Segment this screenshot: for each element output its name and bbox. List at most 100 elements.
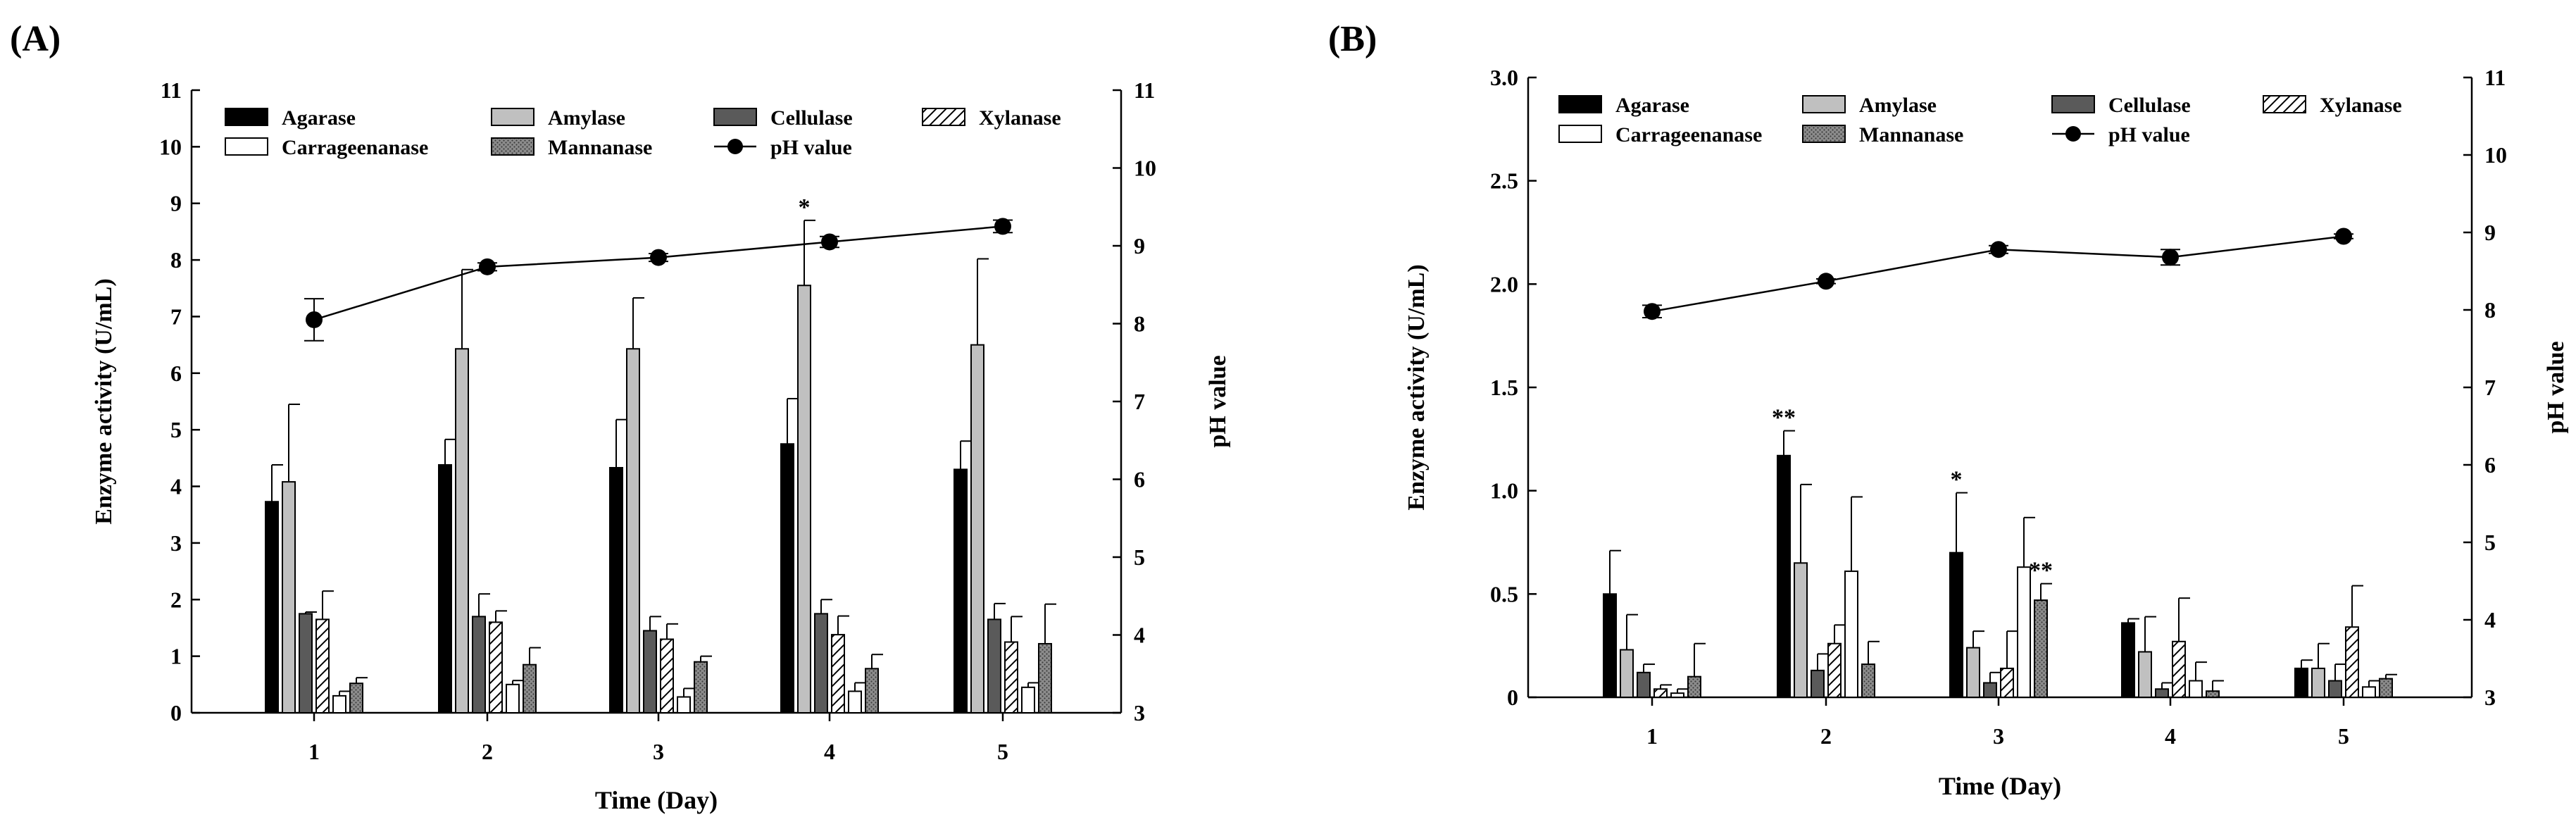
bar-mannanase (349, 682, 363, 714)
x-tick-label: 2 (482, 739, 493, 764)
bar-xylanase (660, 638, 674, 714)
y2-tick-label: 9 (1134, 233, 1145, 258)
ph-point (2335, 227, 2352, 245)
legend-label-carrageenanase: Carrageenanase (1615, 123, 1762, 147)
x-axis-label: Time (Day) (1939, 772, 2061, 800)
legend-swatch-carrageenanase (225, 137, 268, 156)
y2-tick-label: 6 (1134, 467, 1145, 492)
bar-cellulase (814, 613, 828, 714)
y-tick-label: 1.5 (1490, 375, 1518, 400)
y-tick-label: 0 (170, 700, 182, 725)
ph-point (479, 258, 496, 275)
y-tick-label: 2.0 (1490, 271, 1518, 297)
bar-carrageenanase (677, 696, 691, 713)
bar-cellulase (987, 618, 1001, 714)
x-tick-label: 3 (1993, 723, 2004, 749)
legend-swatch-cellulase (2051, 95, 2095, 113)
y-tick-label: 5 (170, 417, 182, 442)
y2-tick-label: 5 (1134, 544, 1145, 570)
y-axis-label: Enzyme activity (U/mL) (91, 278, 117, 524)
y-tick-label: 10 (159, 134, 182, 159)
bar-mannanase (523, 663, 537, 714)
legend-label-xylanase: Xylanase (2320, 94, 2402, 117)
y-tick-label: 2 (170, 587, 182, 612)
bar-xylanase (2172, 640, 2186, 698)
y2-tick-label: 10 (2484, 142, 2507, 168)
y2-tick-label: 7 (1134, 389, 1145, 414)
bar-carrageenanase (2189, 680, 2203, 698)
legend-label-cellulase: Cellulase (770, 106, 853, 130)
legend-swatch-agarase (1558, 95, 1602, 113)
y2-tick-label: 9 (2484, 220, 2496, 245)
x-tick-label: 3 (653, 739, 664, 764)
y-axis-label: Enzyme activity (U/mL) (1403, 264, 1430, 510)
bar-amylase (1966, 647, 1980, 698)
y-tick-label: 9 (170, 191, 182, 216)
y-tick-label: 2.5 (1490, 168, 1518, 194)
bar-agarase (265, 501, 279, 714)
bar-cellulase (2155, 688, 2169, 698)
bar-amylase (1794, 562, 1808, 698)
bar-agarase (609, 467, 623, 713)
bar-carrageenanase (1844, 571, 1858, 698)
legend-label-agarase: Agarase (282, 106, 356, 130)
y-tick-label: 0.5 (1490, 581, 1518, 606)
x-tick-label: 4 (2165, 723, 2176, 749)
legend-swatch-xylanase (2263, 95, 2306, 113)
legend-swatch-amylase (1802, 95, 1846, 113)
y-tick-label: 1.0 (1490, 478, 1518, 504)
legend-swatch-agarase (225, 108, 268, 126)
legend: Agarase Amylase Cellulase Xylanase Carrageen… (225, 106, 1061, 159)
bar-carrageenanase (506, 683, 520, 713)
panel-label: (A) (10, 19, 61, 59)
significance-marker: * (1951, 467, 1963, 493)
bar-xylanase (2345, 626, 2359, 698)
x-tick-label: 4 (824, 739, 835, 764)
bar-agarase (2294, 667, 2308, 699)
x-tick-label: 5 (997, 739, 1008, 764)
legend-label-mannanase: Mannanase (1859, 123, 1963, 147)
ph-point (650, 249, 667, 266)
ph-point (1990, 241, 2007, 258)
bar-cellulase (2328, 680, 2342, 698)
y2-tick-label: 8 (1134, 311, 1145, 337)
x-tick-label: 1 (1646, 723, 1658, 749)
y-tick-label: 3 (170, 530, 182, 556)
bar-mannanase (865, 668, 879, 713)
y2-axis-label: pH value (2543, 341, 2569, 433)
y2-tick-label: 3 (1134, 700, 1145, 725)
y2-tick-label: 6 (2484, 452, 2496, 478)
legend-label-xylanase: Xylanase (979, 106, 1061, 130)
bar-mannanase (1861, 663, 1875, 698)
bar-agarase (780, 443, 794, 713)
y-tick-label: 8 (170, 247, 182, 273)
y2-tick-label: 5 (2484, 530, 2496, 555)
bar-agarase (2121, 622, 2135, 699)
bar-cellulase (1983, 682, 1997, 699)
bar-xylanase (2000, 667, 2014, 699)
x-tick-label: 2 (1820, 723, 1832, 749)
bar-amylase (2311, 667, 2325, 699)
bar-agarase (1603, 593, 1617, 698)
bar-cellulase (1811, 669, 1825, 698)
x-axis-label: Time (Day) (595, 786, 718, 814)
legend-label-mannanase: Mannanase (548, 136, 652, 159)
bar-carrageenanase (848, 690, 862, 713)
bar-agarase (438, 464, 452, 713)
significance-marker: * (799, 194, 811, 220)
legend-marker-ph (727, 139, 743, 154)
y2-axis-label: pH value (1205, 355, 1231, 447)
bar-xylanase (1653, 688, 1668, 698)
bar-amylase (1620, 649, 1634, 698)
ph-point (1644, 303, 1661, 320)
legend-swatch-mannanase (491, 137, 534, 156)
legend-label-amylase: Amylase (1859, 94, 1937, 117)
legend-swatch-mannanase (1802, 125, 1846, 143)
legend-swatch-cellulase (713, 108, 757, 126)
significance-marker: ** (1772, 405, 1796, 431)
y2-tick-label: 11 (1134, 77, 1155, 103)
legend-label-agarase: Agarase (1615, 94, 1689, 117)
panel-label: (B) (1328, 19, 1377, 59)
bar-mannanase (694, 661, 708, 713)
